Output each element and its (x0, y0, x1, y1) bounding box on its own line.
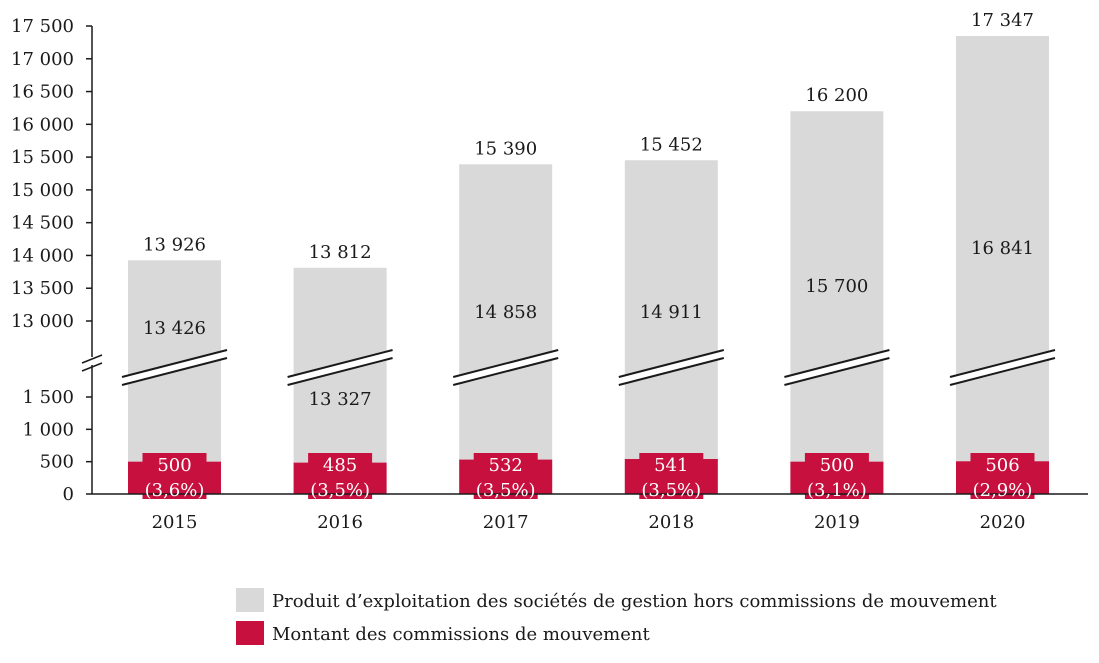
produit-value-label: 16 841 (971, 238, 1034, 259)
produit-value-label: 13 327 (309, 389, 372, 410)
axis-break-line (121, 349, 228, 378)
axis-break-band (287, 350, 393, 385)
produit-value-label: 14 858 (474, 302, 537, 323)
axis-break-line (452, 349, 559, 378)
axis-break-band (122, 350, 227, 385)
axis-break-line (287, 357, 393, 386)
bar-produit-exploitation (956, 36, 1049, 494)
x-tick-label: 2019 (814, 512, 860, 533)
commission-label-box (639, 453, 704, 499)
y-axis-break-line (81, 354, 103, 364)
total-value-label: 13 812 (309, 242, 372, 263)
y-tick-label: 16 000 (11, 114, 74, 135)
axis-break-line (784, 357, 890, 386)
axis-break-line (618, 357, 725, 386)
commission-pct-label: (2,9%) (973, 480, 1033, 501)
x-tick-label: 2016 (317, 512, 363, 533)
y-tick-label: 17 000 (11, 49, 74, 70)
commission-pct-label: (3,5%) (476, 480, 536, 501)
commission-value-label: 532 (489, 455, 523, 476)
axis-break-line (287, 349, 393, 378)
axis-break-band (618, 350, 724, 385)
total-value-label: 13 926 (143, 234, 206, 255)
commission-value-label: 541 (654, 455, 688, 476)
x-tick-label: 2015 (152, 512, 198, 533)
y-tick-label: 13 500 (11, 278, 74, 299)
legend-label: Montant des commissions de mouvement (272, 624, 650, 645)
legend: Produit d’exploitation des sociétés de g… (236, 588, 997, 645)
commission-value-label: 506 (985, 455, 1019, 476)
y-tick-label: 1 000 (22, 419, 74, 440)
legend-swatch (236, 588, 264, 612)
axis-break-line (452, 357, 559, 386)
axis-break-band (950, 350, 1055, 385)
legend-label: Produit d’exploitation des sociétés de g… (272, 591, 997, 612)
y-tick-label: 1 500 (22, 387, 74, 408)
total-value-label: 17 347 (971, 10, 1034, 31)
commission-value-label: 485 (323, 455, 357, 476)
total-value-label: 15 452 (640, 134, 703, 155)
y-tick-label: 14 500 (11, 213, 74, 234)
total-value-label: 16 200 (805, 85, 868, 106)
commission-pct-label: (3,5%) (310, 480, 370, 501)
axis-break-line (121, 357, 228, 386)
commission-pct-label: (3,5%) (641, 480, 701, 501)
y-tick-label: 15 500 (11, 147, 74, 168)
x-tick-label: 2018 (648, 512, 694, 533)
commission-label-box (970, 453, 1035, 499)
commission-label-box (804, 453, 869, 499)
y-tick-label: 17 500 (11, 16, 74, 37)
y-tick-label: 13 000 (11, 311, 74, 332)
commission-pct-label: (3,6%) (145, 480, 205, 501)
commission-label-box (142, 453, 207, 499)
axis-break-band (784, 350, 890, 385)
y-tick-label: 15 000 (11, 180, 74, 201)
axis-break-line (949, 357, 1056, 386)
commission-pct-label: (3,1%) (807, 480, 867, 501)
axis-breaks (121, 349, 1056, 386)
axis-break-line (949, 349, 1056, 378)
commission-label-box (308, 453, 373, 499)
y-tick-label: 0 (63, 484, 74, 505)
commission-label-box (473, 453, 538, 499)
x-tick-label: 2017 (483, 512, 529, 533)
bar-produit-exploitation (459, 164, 553, 495)
commission-value-label: 500 (157, 455, 191, 476)
x-tick-label: 2020 (980, 512, 1026, 533)
produit-value-label: 14 911 (640, 302, 703, 323)
y-axis-break-line (81, 362, 103, 372)
axis-break-band (453, 350, 559, 385)
produit-value-label: 15 700 (805, 276, 868, 297)
axis-break-line (784, 349, 890, 378)
axis-break-line (618, 349, 725, 378)
y-tick-label: 500 (40, 452, 74, 473)
produit-value-label: 13 426 (143, 318, 206, 339)
y-tick-label: 14 000 (11, 245, 74, 266)
bar-produit-exploitation (624, 160, 718, 494)
total-value-label: 15 390 (474, 138, 537, 159)
y-tick-label: 16 500 (11, 82, 74, 103)
bars-layer (128, 36, 1049, 499)
commission-value-label: 500 (820, 455, 854, 476)
legend-swatch (236, 621, 264, 645)
data-labels: 500 (3,6%) 13 926 13 426 2015 485 (3,5%) 13 812… (143, 10, 1034, 533)
bar-produit-exploitation (790, 111, 884, 494)
y-axis: 0 500 1 000 1 500 13 000 13 500 14 000 14 500 15… (11, 16, 1088, 505)
